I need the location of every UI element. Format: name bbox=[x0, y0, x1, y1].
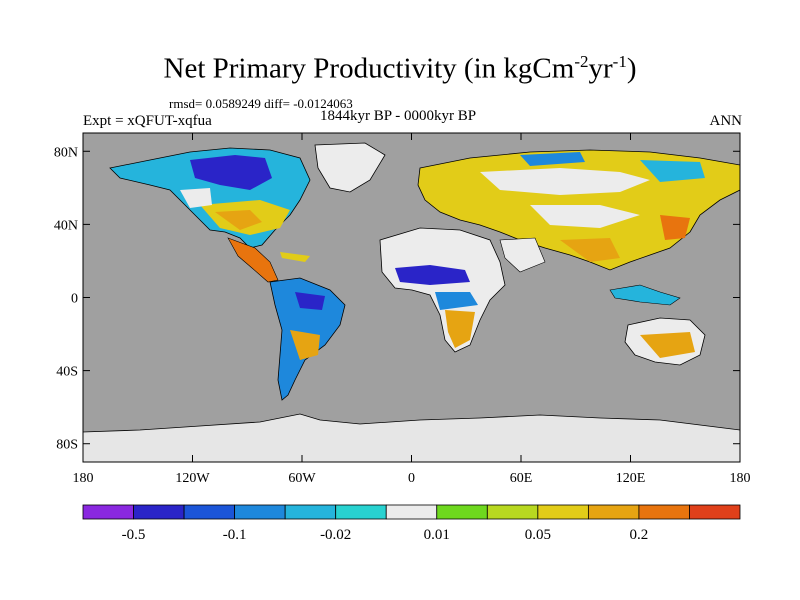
land-maritime-se-asia bbox=[609, 284, 681, 306]
lon-axis: 180 120W 60W 0 60E 120E 180 bbox=[73, 133, 751, 486]
lat-tick-label: 80S bbox=[56, 438, 78, 453]
lon-tick-label: 180 bbox=[730, 471, 751, 486]
colorbar-label: -0.1 bbox=[223, 527, 247, 543]
lat-axis: 80N 40N 0 40S 80S bbox=[54, 145, 740, 453]
colorbar-label: -0.02 bbox=[320, 527, 351, 543]
colorbar-box bbox=[133, 504, 185, 520]
colorbar-box bbox=[284, 504, 337, 520]
land-africa bbox=[379, 227, 506, 353]
colorbar-box bbox=[183, 504, 236, 520]
lat-tick-label: 80N bbox=[54, 145, 78, 160]
season-label: ANN bbox=[709, 113, 743, 129]
lon-tick-label: 120W bbox=[175, 471, 210, 486]
colorbar-box bbox=[587, 504, 640, 520]
colorbar-label: 0.01 bbox=[424, 527, 450, 543]
lat-tick-label: 40S bbox=[56, 365, 78, 380]
colorbar-label: 0.05 bbox=[525, 527, 551, 543]
land-field bbox=[83, 142, 740, 462]
experiment-label: Expt = xQFUT-xqfua bbox=[83, 113, 212, 129]
colorbar-box bbox=[537, 504, 589, 520]
land-central-america bbox=[227, 237, 279, 283]
colorbar-box bbox=[335, 504, 387, 520]
lat-tick-label: 40N bbox=[54, 218, 78, 233]
colorbar-label: 0.2 bbox=[630, 527, 649, 543]
lon-tick-label: 60E bbox=[510, 471, 533, 486]
colorbar-box bbox=[385, 504, 438, 520]
colorbar-box bbox=[82, 504, 134, 520]
map-title: Net Primary Productivity (in kgCm-2yr-1) bbox=[163, 52, 637, 85]
land-antarctica bbox=[83, 413, 740, 462]
land-greenland bbox=[314, 142, 386, 193]
lon-tick-label: 0 bbox=[408, 471, 415, 486]
lon-tick-label: 60W bbox=[288, 471, 316, 486]
colorbar-box bbox=[689, 504, 741, 520]
colorbar-box bbox=[436, 504, 488, 520]
lat-tick-label: 0 bbox=[71, 292, 78, 307]
lon-tick-label: 180 bbox=[73, 471, 94, 486]
lon-tick-label: 120E bbox=[616, 471, 646, 486]
colorbar-label: -0.5 bbox=[122, 527, 146, 543]
rmsd-diff-stats: rmsd= 0.0589249 diff= -0.0124063 bbox=[169, 96, 353, 111]
colorbar-box bbox=[234, 504, 286, 520]
colorbar-box bbox=[486, 504, 539, 520]
period-label: 1844kyr BP - 0000kyr BP bbox=[320, 108, 477, 124]
colorbar-box bbox=[638, 504, 690, 520]
